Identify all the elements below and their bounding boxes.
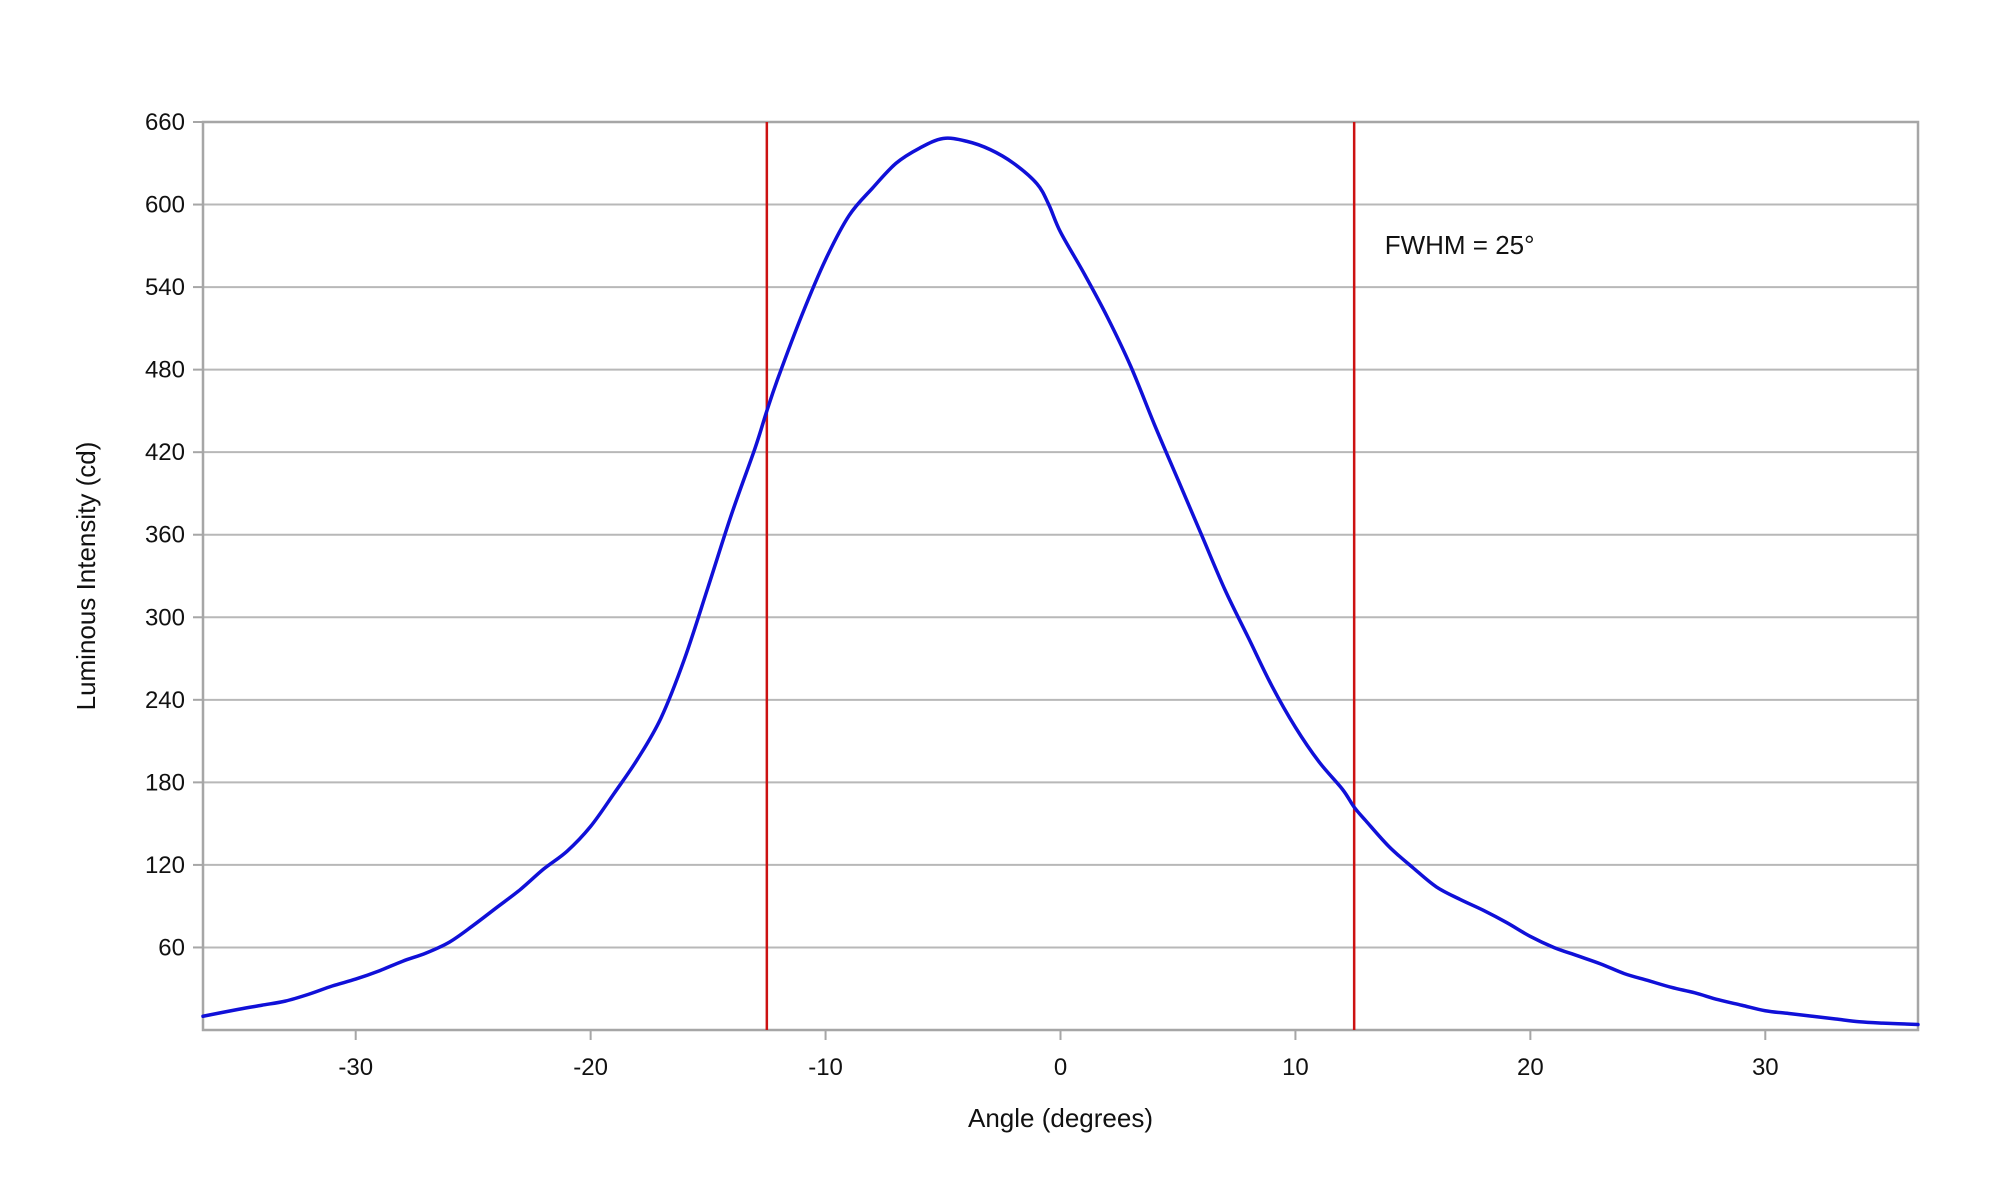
grid-layer <box>193 121 1918 1040</box>
x-tick-label-20: 20 <box>1517 1054 1544 1081</box>
y-tick-label-420: 420 <box>145 439 185 466</box>
y-tick-label-600: 600 <box>145 192 185 219</box>
y-tick-label-240: 240 <box>145 687 185 714</box>
y-tick-label-540: 540 <box>145 274 185 301</box>
series-line-1 <box>201 136 1920 1027</box>
series-layer <box>201 136 1920 1027</box>
fwhm-markers <box>765 122 1356 1030</box>
x-axis-title: Angle (degrees) <box>968 1103 1153 1133</box>
x-tick-label-10: 10 <box>1282 1054 1309 1081</box>
y-tick-label-300: 300 <box>145 604 185 631</box>
y-tick-label-660: 660 <box>145 109 185 136</box>
y-tick-label-60: 60 <box>158 934 185 961</box>
y-tick-label-120: 120 <box>145 852 185 879</box>
fwhm-annotation: FWHM = 25° <box>1385 230 1535 260</box>
plot-frame <box>201 120 1920 1032</box>
x-tick-label--30: -30 <box>338 1054 373 1081</box>
x-tick-label-30: 30 <box>1752 1054 1779 1081</box>
x-tick-label--20: -20 <box>573 1054 608 1081</box>
y-tick-label-360: 360 <box>145 522 185 549</box>
y-axis-title: Luminous Intensity (cd) <box>71 442 101 711</box>
y-tick-label-480: 480 <box>145 357 185 384</box>
plot-border <box>201 120 1920 1032</box>
x-tick-label-0: 0 <box>1054 1054 1067 1081</box>
y-tick-label-180: 180 <box>145 769 185 796</box>
x-tick-label--10: -10 <box>808 1054 843 1081</box>
